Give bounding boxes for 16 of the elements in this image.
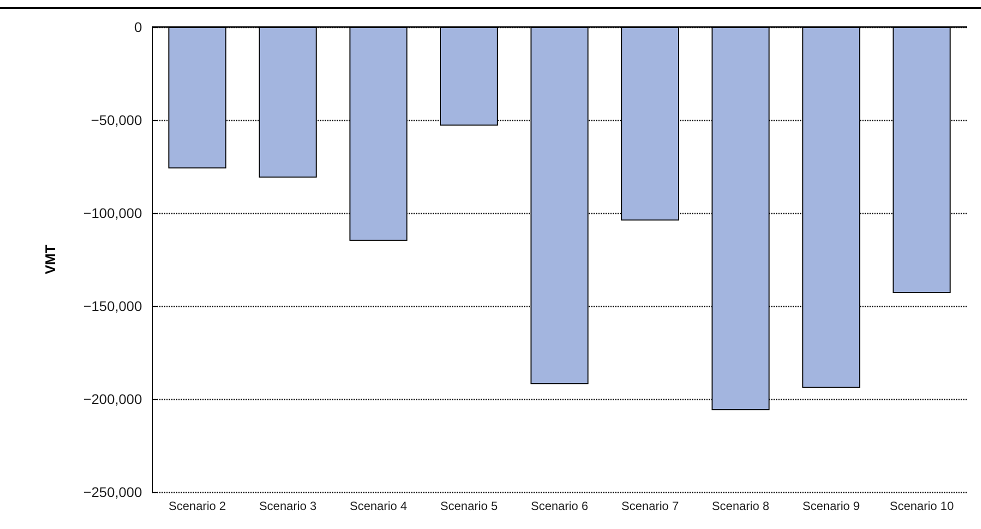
x-tick-label: Scenario 3 [259,499,317,513]
x-tick-label: Scenario 9 [802,499,860,513]
y-tick-label: 0 [134,19,142,35]
y-tick-label: −100,000 [83,205,142,221]
y-tick-label: −250,000 [83,484,142,500]
y-tick-label: −150,000 [83,298,142,314]
x-tick-label: Scenario 7 [621,499,680,513]
y-tick-label: −50,000 [91,112,142,128]
y-tick-label: −200,000 [83,391,142,407]
x-tick-label: Scenario 10 [890,499,954,513]
x-tick-label: Scenario 6 [530,499,589,513]
x-tick-label: Scenario 8 [712,499,770,513]
y-axis-title: VMT [42,244,58,274]
x-tick-label: Scenario 2 [168,499,226,513]
x-tick-label: Scenario 5 [440,499,498,513]
x-tick-label: Scenario 4 [350,499,408,513]
